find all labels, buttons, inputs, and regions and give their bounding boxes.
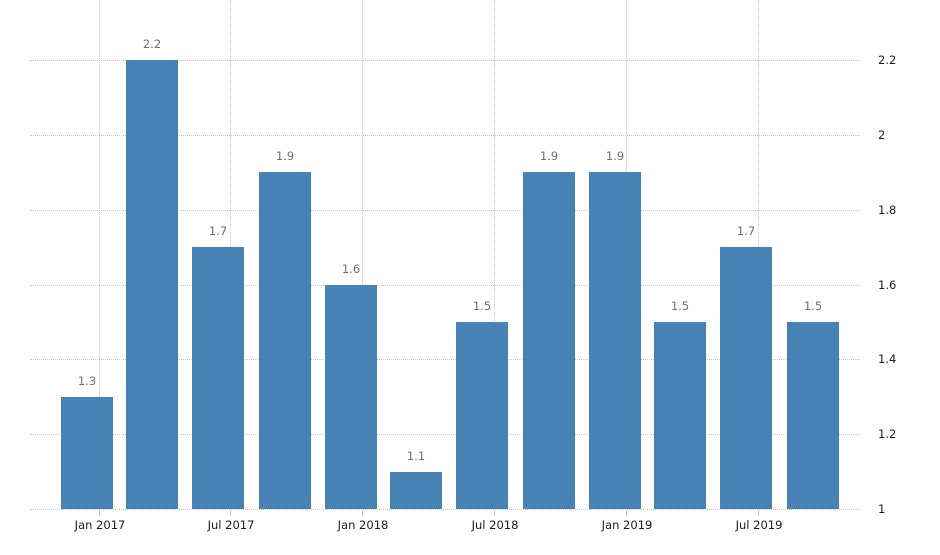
- bar[interactable]: [787, 322, 839, 509]
- bar[interactable]: [61, 397, 113, 509]
- bar[interactable]: [523, 172, 575, 509]
- y-tick-label: 1.2: [878, 427, 897, 441]
- y-gridline: [30, 285, 860, 286]
- x-tick-label: Jul 2018: [471, 518, 519, 532]
- y-tick-label: 1.8: [878, 203, 897, 217]
- bar[interactable]: [325, 285, 377, 509]
- y-gridline: [30, 135, 860, 136]
- bar-value-label: 1.3: [77, 374, 97, 388]
- y-gridline: [30, 434, 860, 435]
- bar-value-label: 1.6: [341, 262, 361, 276]
- y-tick-label: 1.4: [878, 352, 897, 366]
- x-tick-mark: [362, 510, 363, 516]
- bar-value-label: 2.2: [142, 37, 162, 51]
- y-tick-label: 2.2: [878, 53, 897, 67]
- y-gridline: [30, 509, 860, 510]
- bar[interactable]: [259, 172, 311, 509]
- bar[interactable]: [589, 172, 641, 509]
- bar[interactable]: [654, 322, 706, 509]
- y-gridline: [30, 210, 860, 211]
- bar-value-label: 1.9: [275, 149, 295, 163]
- x-tick-label: Jan 2018: [337, 518, 389, 532]
- bar-value-label: 1.1: [406, 449, 426, 463]
- bar-value-label: 1.9: [539, 149, 559, 163]
- x-tick-label: Jan 2017: [74, 518, 126, 532]
- bar[interactable]: [456, 322, 508, 509]
- x-tick-mark: [626, 510, 627, 516]
- x-tick-mark: [99, 510, 100, 516]
- x-tick-label: Jul 2017: [207, 518, 255, 532]
- x-gridline: [362, 0, 363, 509]
- x-gridline: [494, 0, 495, 509]
- bar[interactable]: [720, 247, 772, 509]
- bar[interactable]: [126, 60, 178, 509]
- bar-value-label: 1.5: [670, 299, 690, 313]
- bar-value-label: 1.7: [208, 224, 228, 238]
- bar-value-label: 1.5: [803, 299, 823, 313]
- x-tick-mark: [494, 510, 495, 516]
- x-tick-label: Jul 2019: [735, 518, 783, 532]
- x-tick-mark: [758, 510, 759, 516]
- bar-value-label: 1.9: [605, 149, 625, 163]
- y-tick-label: 2: [878, 128, 886, 142]
- x-tick-mark: [230, 510, 231, 516]
- x-gridline: [99, 0, 100, 509]
- y-tick-label: 1: [878, 502, 886, 516]
- y-tick-label: 1.6: [878, 278, 897, 292]
- y-gridline: [30, 359, 860, 360]
- bar-value-label: 1.5: [472, 299, 492, 313]
- x-tick-label: Jan 2019: [601, 518, 653, 532]
- y-gridline: [30, 60, 860, 61]
- bar[interactable]: [192, 247, 244, 509]
- bar[interactable]: [390, 472, 442, 509]
- bar-value-label: 1.7: [736, 224, 756, 238]
